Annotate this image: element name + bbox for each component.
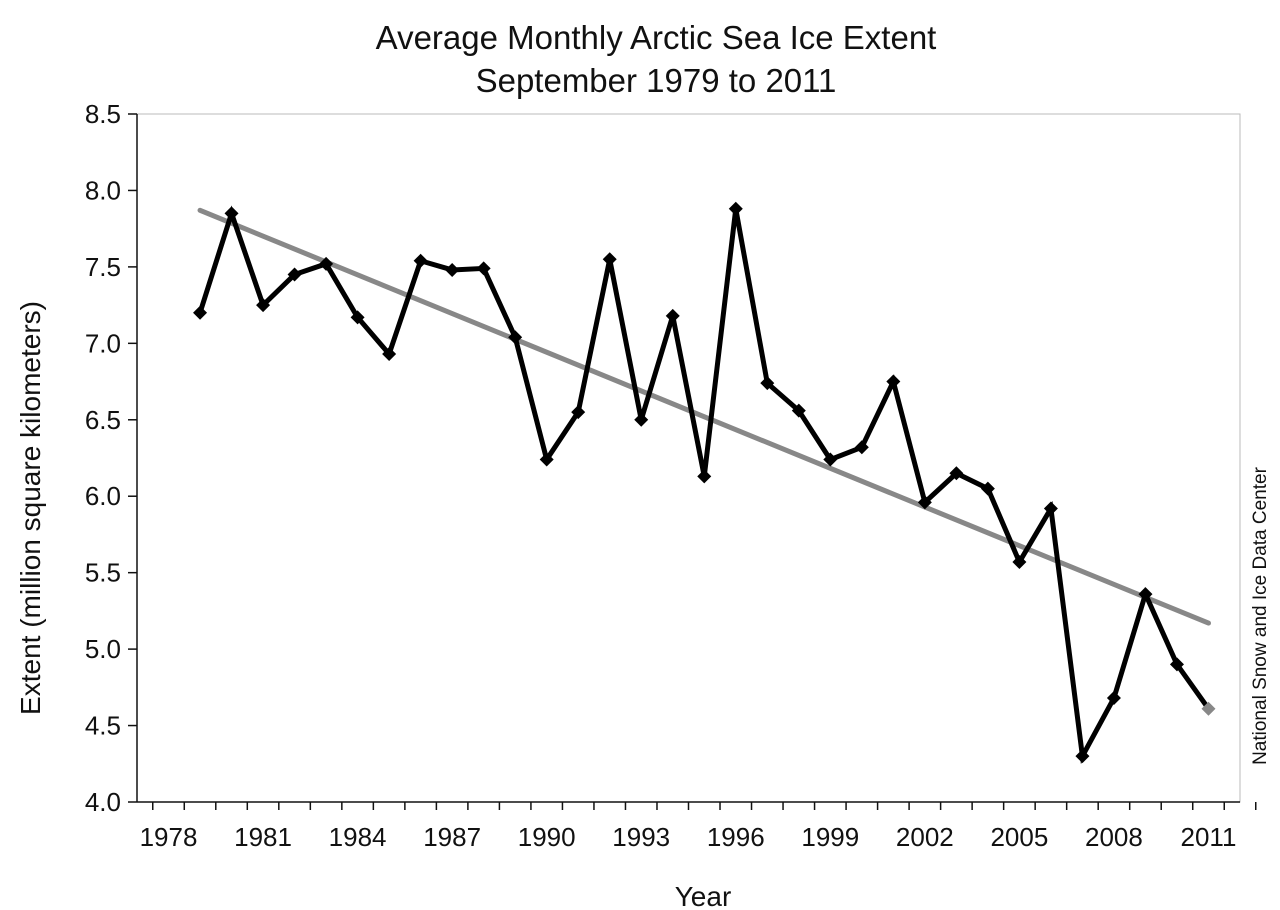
y-tick-label: 4.0 bbox=[85, 787, 121, 817]
data-point bbox=[1012, 554, 1027, 569]
data-point bbox=[823, 452, 838, 467]
y-tick-label: 4.5 bbox=[85, 711, 121, 741]
data-point bbox=[980, 481, 995, 496]
data-point bbox=[665, 308, 680, 323]
y-tick-label: 8.5 bbox=[85, 99, 121, 129]
x-axis-ticks: 1978 1981 1984 1987 1990 1993 1996 1999 2002 2005… bbox=[140, 802, 1257, 852]
data-point bbox=[571, 405, 586, 420]
y-tick-label: 5.0 bbox=[85, 634, 121, 664]
data-point bbox=[1043, 501, 1058, 516]
x-tick-label: 1990 bbox=[518, 822, 576, 852]
x-tick-label: 1987 bbox=[423, 822, 481, 852]
x-tick-label: 2011 bbox=[1181, 822, 1237, 852]
data-point-highlight bbox=[1201, 701, 1216, 716]
data-point bbox=[854, 440, 869, 455]
data-point bbox=[319, 256, 334, 271]
data-point bbox=[728, 201, 743, 216]
x-tick-label: 2002 bbox=[896, 822, 954, 852]
x-tick-label: 1999 bbox=[801, 822, 859, 852]
y-tick-label: 8.0 bbox=[85, 175, 121, 205]
data-point bbox=[886, 374, 901, 389]
y-tick-label: 6.0 bbox=[85, 481, 121, 511]
data-point bbox=[350, 310, 365, 325]
x-tick-label: 1981 bbox=[234, 822, 292, 852]
x-tick-label: 1984 bbox=[329, 822, 387, 852]
data-point bbox=[224, 206, 239, 221]
x-tick-label: 1993 bbox=[612, 822, 670, 852]
x-axis-label: Year bbox=[675, 881, 732, 910]
x-tick-label: 2005 bbox=[990, 822, 1048, 852]
data-point bbox=[382, 347, 397, 362]
data-point bbox=[1075, 749, 1090, 764]
x-tick-label: 1996 bbox=[707, 822, 765, 852]
data-point bbox=[1169, 657, 1184, 672]
x-tick-label: 2008 bbox=[1085, 822, 1143, 852]
data-point bbox=[602, 252, 617, 267]
data-point bbox=[193, 305, 208, 320]
y-tick-label: 5.5 bbox=[85, 558, 121, 588]
data-markers bbox=[193, 201, 1216, 764]
data-point bbox=[1138, 587, 1153, 602]
data-point bbox=[287, 267, 302, 282]
data-point bbox=[413, 253, 428, 268]
source-credit: National Snow and Ice Data Center bbox=[1250, 466, 1271, 765]
data-point bbox=[1106, 691, 1121, 706]
chart-title: Average Monthly Arctic Sea Ice Extent bbox=[376, 19, 937, 56]
chart-subtitle: September 1979 to 2011 bbox=[476, 62, 837, 99]
y-tick-label: 7.5 bbox=[85, 252, 121, 282]
data-point bbox=[256, 298, 271, 313]
data-point bbox=[539, 452, 554, 467]
trend-line bbox=[197, 207, 1211, 626]
y-axis-label: Extent (million square kilometers) bbox=[15, 301, 46, 715]
data-point bbox=[508, 330, 523, 345]
x-tick-label: 1978 bbox=[140, 822, 198, 852]
data-point bbox=[917, 495, 932, 510]
y-tick-label: 7.0 bbox=[85, 328, 121, 358]
data-point bbox=[949, 466, 964, 481]
data-point bbox=[760, 376, 775, 391]
data-point bbox=[445, 262, 460, 277]
data-point bbox=[791, 403, 806, 418]
data-point bbox=[634, 412, 649, 427]
y-tick-label: 6.5 bbox=[85, 405, 121, 435]
y-axis-ticks: 4.0 4.5 5.0 5.5 6.0 6.5 7.0 7.5 8.0 8.5 bbox=[85, 99, 137, 817]
data-point bbox=[476, 261, 491, 276]
data-point bbox=[697, 469, 712, 484]
